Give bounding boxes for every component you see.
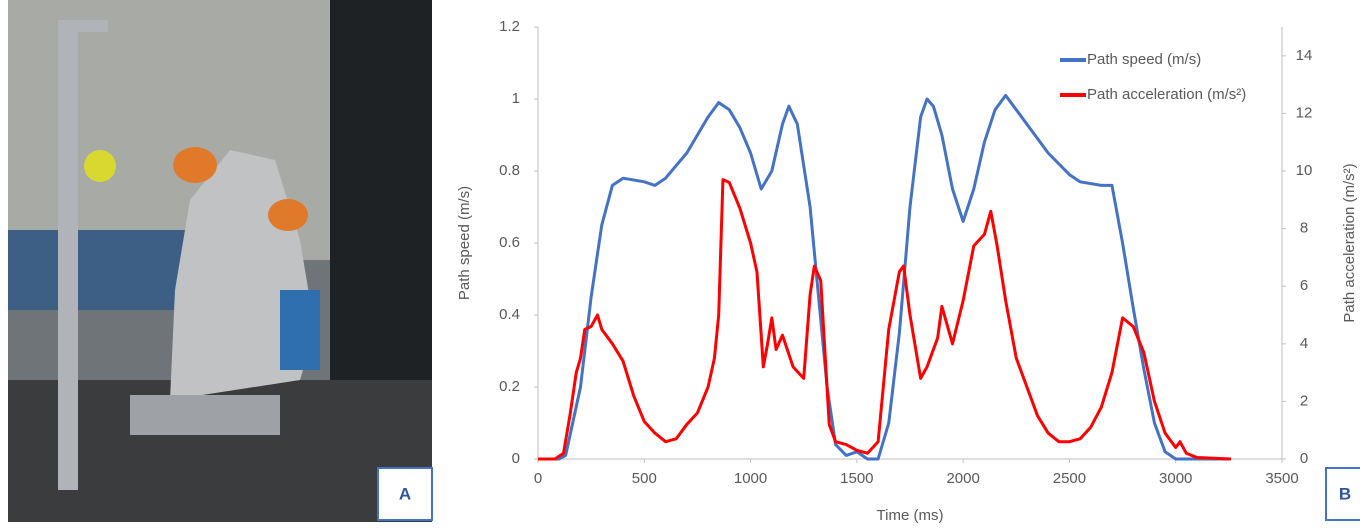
x-tick-label: 3000	[1159, 470, 1192, 487]
x-tick-label: 1500	[840, 470, 873, 487]
y2-tick-label: 6	[1300, 277, 1308, 294]
y2-tick-label: 4	[1300, 335, 1308, 352]
y-axis-label: Path speed (m/s)	[456, 186, 473, 300]
y2-tick-label: 10	[1296, 162, 1313, 179]
y-tick-label: 0.2	[499, 378, 520, 395]
x-tick-label: 1000	[734, 470, 767, 487]
legend-label: Path speed (m/s)	[1087, 51, 1201, 68]
y2-tick-label: 12	[1296, 104, 1313, 121]
panel-label: B	[1339, 484, 1351, 503]
y2-axis-label: Path acceleration (m/s²)	[1341, 163, 1358, 322]
series-line	[538, 178, 1232, 461]
x-tick-label: 2500	[1053, 470, 1086, 487]
photo	[8, 0, 432, 522]
y-tick-label: 0	[512, 450, 520, 467]
panel-label-box	[1325, 467, 1360, 521]
series-line	[538, 93, 1229, 461]
panel-label: A	[399, 484, 411, 503]
y2-tick-label: 2	[1300, 392, 1308, 409]
y-tick-label: 1	[512, 90, 520, 107]
y-tick-label: 0.4	[499, 306, 520, 323]
legend-label: Path acceleration (m/s²)	[1087, 86, 1246, 103]
y2-tick-label: 14	[1296, 47, 1313, 64]
y2-tick-label: 8	[1300, 220, 1308, 237]
panel-label-box	[377, 467, 433, 521]
x-tick-label: 0	[534, 470, 542, 487]
y-tick-label: 0.6	[499, 234, 520, 251]
x-tick-label: 3500	[1265, 470, 1298, 487]
y-tick-label: 1.2	[499, 18, 520, 35]
y-tick-label: 0.8	[499, 162, 520, 179]
y2-tick-label: 0	[1300, 450, 1308, 467]
x-tick-label: 500	[632, 470, 657, 487]
x-tick-label: 2000	[946, 470, 979, 487]
x-axis-label: Time (ms)	[877, 507, 944, 524]
